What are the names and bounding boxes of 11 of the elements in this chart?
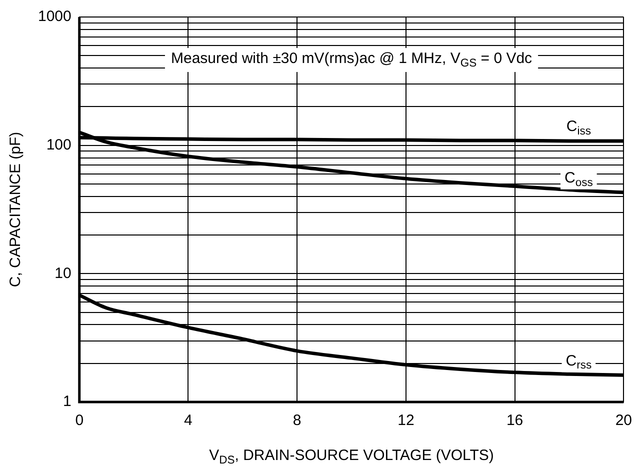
x-tick-label: 12 (398, 412, 414, 430)
x-tick-label: 4 (184, 412, 192, 430)
x-tick-label: 0 (75, 412, 84, 430)
x-tick-label: 20 (615, 412, 632, 430)
y-tick-label: 100 (46, 136, 72, 154)
y-axis-title: C, CAPACITANCE (pF) (7, 132, 24, 288)
y-tick-label: 10 (54, 264, 72, 282)
y-tick-label: 1 (63, 393, 72, 410)
y-tick-label: 1000 (38, 8, 72, 26)
x-tick-label: 8 (292, 412, 302, 430)
x-tick-label: 16 (506, 412, 524, 430)
